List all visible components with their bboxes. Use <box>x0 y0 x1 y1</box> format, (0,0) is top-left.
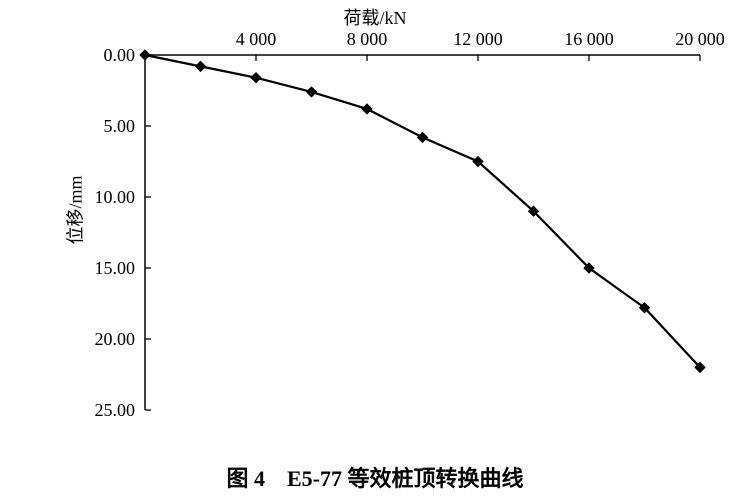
data-marker <box>362 104 372 114</box>
y-tick-label: 25.00 <box>95 400 136 420</box>
x-tick-label: 12 000 <box>453 29 503 49</box>
data-marker <box>251 73 261 83</box>
y-tick-label: 15.00 <box>95 258 136 278</box>
y-tick-label: 10.00 <box>95 187 136 207</box>
chart-svg: 4 000 8 000 12 000 16 000 20 000 0.00 5.00 10.0… <box>0 0 750 460</box>
data-marker <box>140 50 150 60</box>
y-tick-label: 0.00 <box>104 45 136 65</box>
x-tick-label: 4 000 <box>236 29 277 49</box>
x-tick-label: 8 000 <box>347 29 388 49</box>
data-marker <box>418 132 428 142</box>
y-tick-label: 20.00 <box>95 329 136 349</box>
data-marker <box>196 61 206 71</box>
x-tick-label: 20 000 <box>675 29 725 49</box>
data-marker <box>307 87 317 97</box>
x-tick-label: 16 000 <box>564 29 614 49</box>
figure-caption: 图 4 E5-77 等效桩顶转换曲线 <box>0 461 750 493</box>
y-tick-label: 5.00 <box>104 116 136 136</box>
series-line <box>145 55 700 367</box>
